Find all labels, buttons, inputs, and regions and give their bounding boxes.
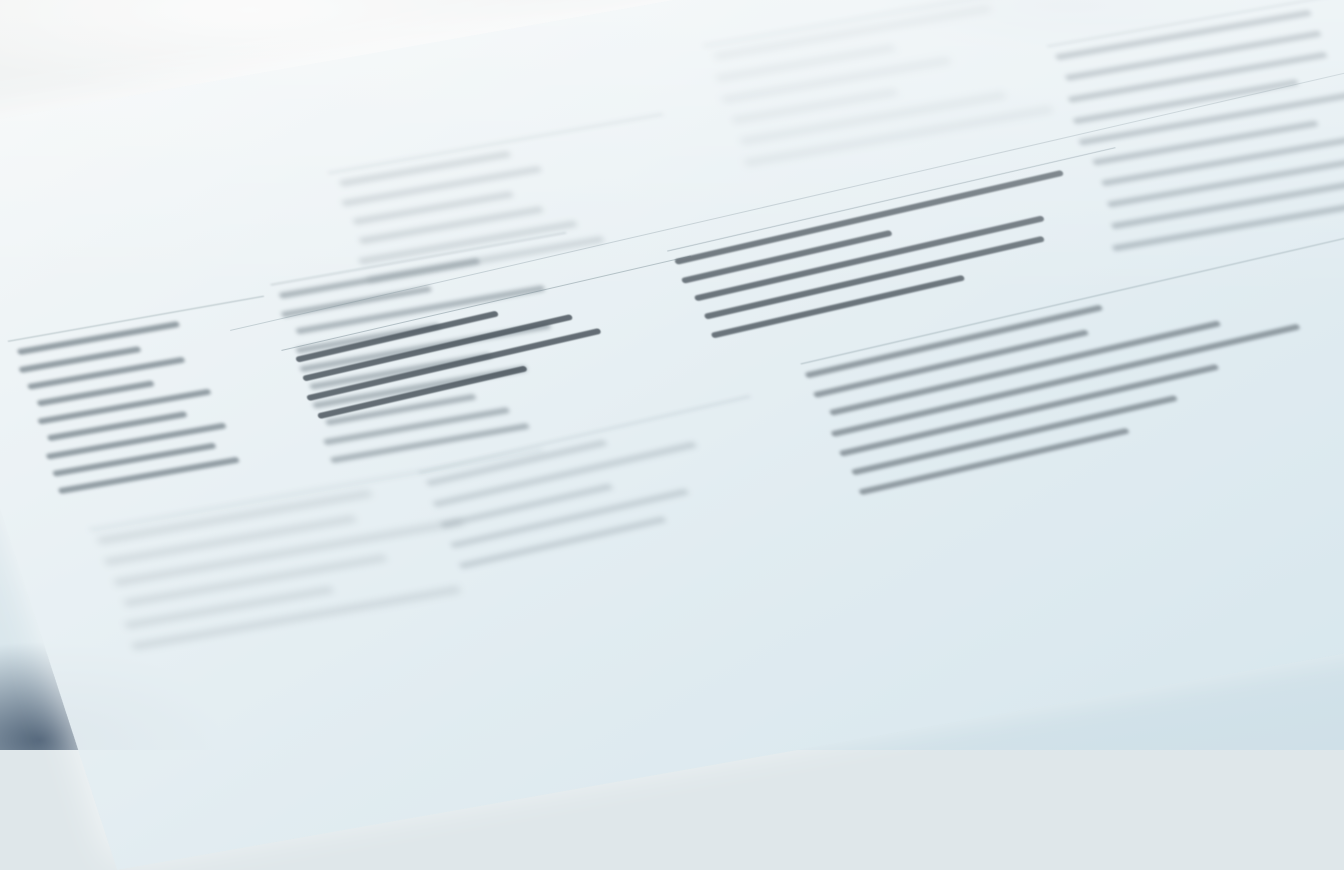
text-line [720, 57, 952, 104]
text-line [440, 483, 613, 529]
text-line [458, 516, 667, 570]
text-line [850, 395, 1178, 476]
text-line [16, 321, 180, 356]
divider-rule [7, 295, 265, 342]
text-line [358, 206, 544, 245]
text-line [693, 215, 1046, 302]
text-line [123, 586, 335, 629]
divider-rule [327, 113, 664, 174]
text-line [425, 439, 608, 487]
text-line [340, 165, 543, 207]
text-line [57, 456, 241, 495]
text-line [703, 235, 1046, 320]
text-line [45, 422, 227, 460]
divider-rule [703, 0, 1058, 47]
divider-rule [418, 395, 751, 474]
text-line [1054, 9, 1312, 61]
text-line [1065, 30, 1323, 81]
text-line [37, 388, 212, 425]
